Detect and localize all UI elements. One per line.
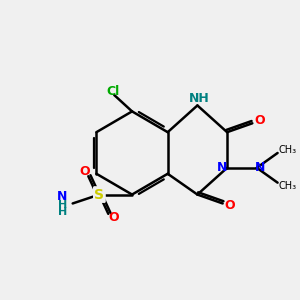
Text: O: O xyxy=(108,211,119,224)
Text: N: N xyxy=(255,161,266,174)
Text: H: H xyxy=(58,207,67,217)
Text: NH: NH xyxy=(188,92,209,105)
Text: O: O xyxy=(80,165,91,178)
Text: S: S xyxy=(94,188,104,202)
Text: CH₃: CH₃ xyxy=(279,145,297,155)
Text: N: N xyxy=(217,161,227,174)
Text: O: O xyxy=(254,114,265,128)
Text: Cl: Cl xyxy=(106,85,119,98)
Text: O: O xyxy=(225,199,236,212)
Text: N: N xyxy=(57,190,68,203)
Text: CH₃: CH₃ xyxy=(279,181,297,190)
Text: H: H xyxy=(58,200,67,210)
